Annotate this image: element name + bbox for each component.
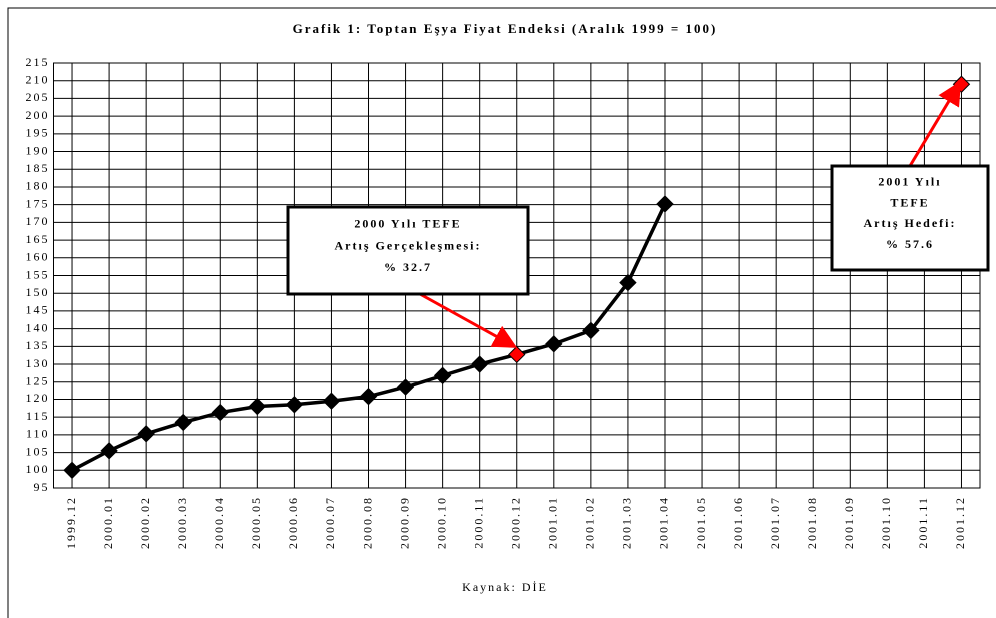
y-tick-label: 170: [26, 214, 50, 228]
x-tick-label: 2001.07: [768, 496, 782, 549]
x-tick-label: 2001.04: [657, 496, 671, 549]
y-tick-label: 95: [34, 480, 50, 494]
chart-title: Grafik 1: Toptan Eşya Fiyat Endeksi (Ara…: [293, 21, 718, 36]
point: [433, 366, 452, 385]
y-tick-label: 130: [26, 356, 50, 370]
x-tick-label: 2001.10: [879, 496, 893, 549]
source: Kaynak: DİE: [462, 580, 548, 594]
y-tick-label: 160: [26, 250, 50, 264]
x-tick-label: 2001.01: [546, 496, 560, 549]
y-tick-label: 125: [26, 374, 50, 388]
annotation-text: Artış Gerçekleşmesi:: [335, 238, 482, 252]
point: [100, 442, 118, 460]
y-tick-label: 190: [26, 143, 50, 157]
point: [211, 403, 229, 422]
x-tick-label: 2000.12: [509, 496, 523, 549]
point: [248, 397, 267, 416]
x-tick-label: 2001.09: [842, 496, 856, 549]
x-tick-label: 2001.05: [694, 496, 708, 549]
x-tick-label: 2000.10: [434, 496, 448, 549]
y-tick-label: 135: [26, 338, 50, 352]
x-tick-label: 2000.03: [175, 496, 189, 549]
point: [396, 378, 415, 396]
y-tick-label: 105: [26, 444, 50, 458]
point: [137, 425, 155, 443]
x-tick-label: 2001.02: [583, 496, 597, 549]
point: [508, 345, 526, 364]
y-tick-label: 180: [26, 179, 50, 193]
x-tick-label: 2000.09: [397, 496, 411, 549]
annotation-text: Artış Hedefi:: [864, 216, 957, 230]
x-tick-label: 2000.02: [138, 496, 152, 549]
point: [582, 321, 600, 340]
x-tick-label: 2001.08: [805, 496, 819, 549]
point: [322, 392, 341, 410]
y-tick-label: 140: [26, 320, 50, 334]
x-tick-label: 2000.04: [212, 496, 226, 549]
annotation-arrow: [419, 292, 518, 348]
y-tick-label: 110: [26, 427, 50, 441]
y-tick-label: 210: [26, 72, 50, 86]
y-tick-label: 155: [26, 267, 50, 281]
x-tick-label: 1999.12: [64, 496, 78, 549]
point: [285, 396, 304, 414]
annotation-box: [286, 205, 530, 296]
point: [174, 413, 192, 432]
annotation-text: 2001 Yılı: [878, 175, 941, 189]
point: [545, 335, 563, 353]
y-tick-label: 165: [26, 232, 50, 246]
y-tick-label: 215: [26, 55, 50, 69]
y-tick-label: 200: [26, 108, 50, 122]
frame: [7, 7, 996, 618]
annotation-text: 2000 Yılı TEFE: [354, 217, 461, 231]
x-tick-label: 2000.11: [471, 496, 485, 549]
annotation-text: % 32.7: [384, 260, 432, 274]
x-tick-label: 2001.03: [620, 496, 634, 549]
y-tick-label: 120: [26, 391, 50, 405]
x-tick-label: 2001.12: [953, 496, 967, 549]
annotation-text: TEFE: [890, 195, 929, 209]
annotation-text: % 57.6: [886, 237, 934, 251]
y-tick-label: 100: [26, 462, 50, 476]
x-tick-label: 2001.11: [916, 496, 930, 549]
y-tick-label: 145: [26, 303, 50, 317]
point: [656, 195, 674, 213]
annotation-arrow: [908, 80, 962, 167]
plot-area: [53, 62, 981, 489]
y-tick-label: 175: [26, 196, 50, 210]
y-tick-label: 195: [26, 126, 50, 140]
x-tick-label: 2000.08: [360, 496, 374, 549]
x-tick-label: 2000.05: [249, 496, 263, 549]
x-tick-label: 2001.06: [731, 496, 745, 549]
y-tick-label: 185: [26, 161, 50, 175]
y-tick-label: 205: [26, 90, 50, 104]
y-tick-label: 115: [26, 409, 50, 423]
annotation-box: [830, 164, 990, 272]
y-tick-label: 150: [26, 285, 50, 299]
x-tick-label: 2000.01: [101, 496, 115, 549]
point: [619, 273, 637, 292]
point: [470, 355, 489, 373]
point: [359, 387, 378, 406]
x-tick-label: 2000.07: [323, 496, 337, 549]
point: [63, 461, 81, 479]
x-tick-label: 2000.06: [286, 496, 300, 549]
